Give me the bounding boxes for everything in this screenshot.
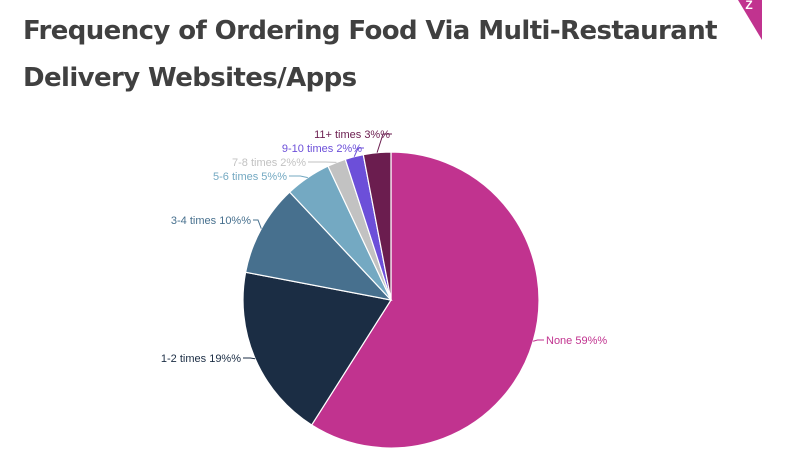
pie-slices bbox=[242, 151, 540, 449]
pie-labels: None 59%% 1-2 times 19%% 3-4 times 10%% 5-6… bbox=[161, 129, 607, 365]
slice-label-1-2-times: 1-2 times 19%% bbox=[161, 353, 241, 365]
leader-line bbox=[243, 357, 256, 360]
slice-label-5-6-times: 5-6 times 5%% bbox=[213, 171, 287, 183]
slice-label-3-4-times: 3-4 times 10%% bbox=[171, 215, 251, 227]
leader-line bbox=[289, 175, 308, 179]
slice-label-7-8-times: 7-8 times 2%% bbox=[232, 157, 306, 169]
pie-slice-none bbox=[310, 151, 540, 449]
slice-label-none: None 59%% bbox=[546, 335, 607, 347]
chart-title: Frequency of Ordering Food Via Multi-Res… bbox=[23, 8, 723, 102]
leader-line bbox=[376, 133, 392, 153]
slice-label-11-times: 11+ times 3%% bbox=[314, 129, 390, 141]
slice-label-9-10-times: 9-10 times 2%% bbox=[282, 143, 362, 155]
chart-title-line-1: Frequency of Ordering Food Via Multi-Res… bbox=[23, 16, 718, 46]
leader-line bbox=[532, 339, 544, 342]
pie-leader-lines bbox=[243, 133, 544, 360]
leader-line bbox=[353, 147, 364, 157]
chart-title-line-2: Delivery Websites/Apps bbox=[23, 63, 357, 93]
svg-text:Z: Z bbox=[745, 0, 752, 12]
brand-corner-badge: Z bbox=[738, 0, 762, 40]
leader-line bbox=[253, 219, 262, 229]
pie-slice-3-4-times bbox=[244, 191, 393, 301]
